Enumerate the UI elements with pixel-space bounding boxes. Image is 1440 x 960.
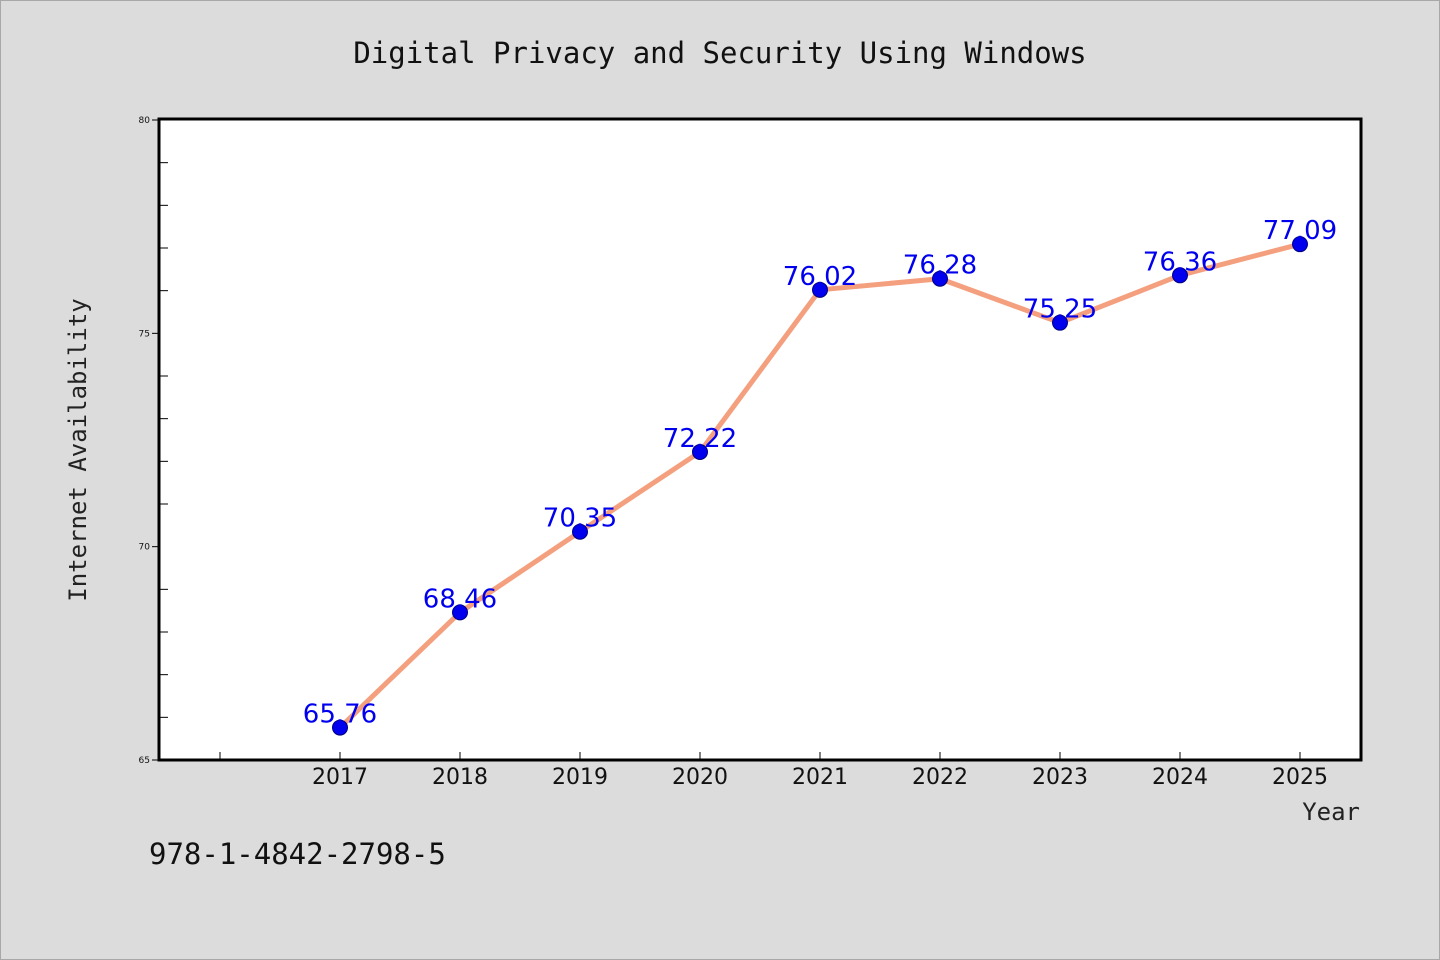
chart-title: Digital Privacy and Security Using Windo… [353, 36, 1086, 70]
data-label: 76.36 [1143, 247, 1217, 277]
data-label: 76.02 [783, 262, 857, 292]
data-label: 70.35 [543, 504, 617, 534]
x-axis-label: Year [1302, 798, 1360, 826]
x-tick-label: 2018 [432, 765, 488, 790]
data-point [1292, 236, 1308, 253]
x-tick-label: 2024 [1152, 765, 1208, 790]
x-tick-label: 2025 [1272, 765, 1328, 790]
data-labels: 65.76 68.46 70.35 72.22 76.02 76.28 75.25 76.36… [303, 216, 1337, 729]
x-axis: 2017 2018 2019 2020 2021 2022 2023 2024 2025 [219, 752, 1328, 790]
data-point [812, 281, 828, 298]
footer-isbn-text: 978-1-4842-2798-5 [149, 837, 446, 871]
y-tick-label: 70 [139, 543, 151, 553]
y-tick-label: 75 [139, 329, 150, 339]
plot-area [157, 117, 1363, 762]
data-point [332, 719, 348, 736]
x-tick-label: 2022 [912, 765, 968, 790]
data-label: 72.22 [663, 424, 737, 454]
x-tick-label: 2023 [1032, 765, 1088, 790]
x-tick-label: 2021 [792, 765, 848, 790]
data-point [1052, 314, 1068, 331]
data-point [1172, 267, 1188, 284]
data-label: 76.28 [903, 251, 977, 281]
data-point [572, 523, 588, 540]
data-label: 68.46 [423, 584, 497, 614]
data-label: 75.25 [1023, 295, 1097, 325]
data-label: 65.76 [303, 700, 377, 730]
data-label: 77.09 [1263, 216, 1337, 246]
x-tick-label: 2017 [312, 765, 368, 790]
x-tick-label: 2020 [672, 765, 728, 790]
data-point [692, 443, 708, 460]
y-tick-label: 80 [139, 116, 151, 126]
y-axis-label: Internet Availability [64, 298, 92, 601]
data-point [932, 270, 948, 287]
data-point [452, 604, 468, 621]
series-line [332, 236, 1308, 736]
y-tick-label: 65 [139, 756, 150, 766]
x-tick-label: 2019 [552, 765, 608, 790]
y-axis: 65 70 75 80 [139, 116, 168, 766]
